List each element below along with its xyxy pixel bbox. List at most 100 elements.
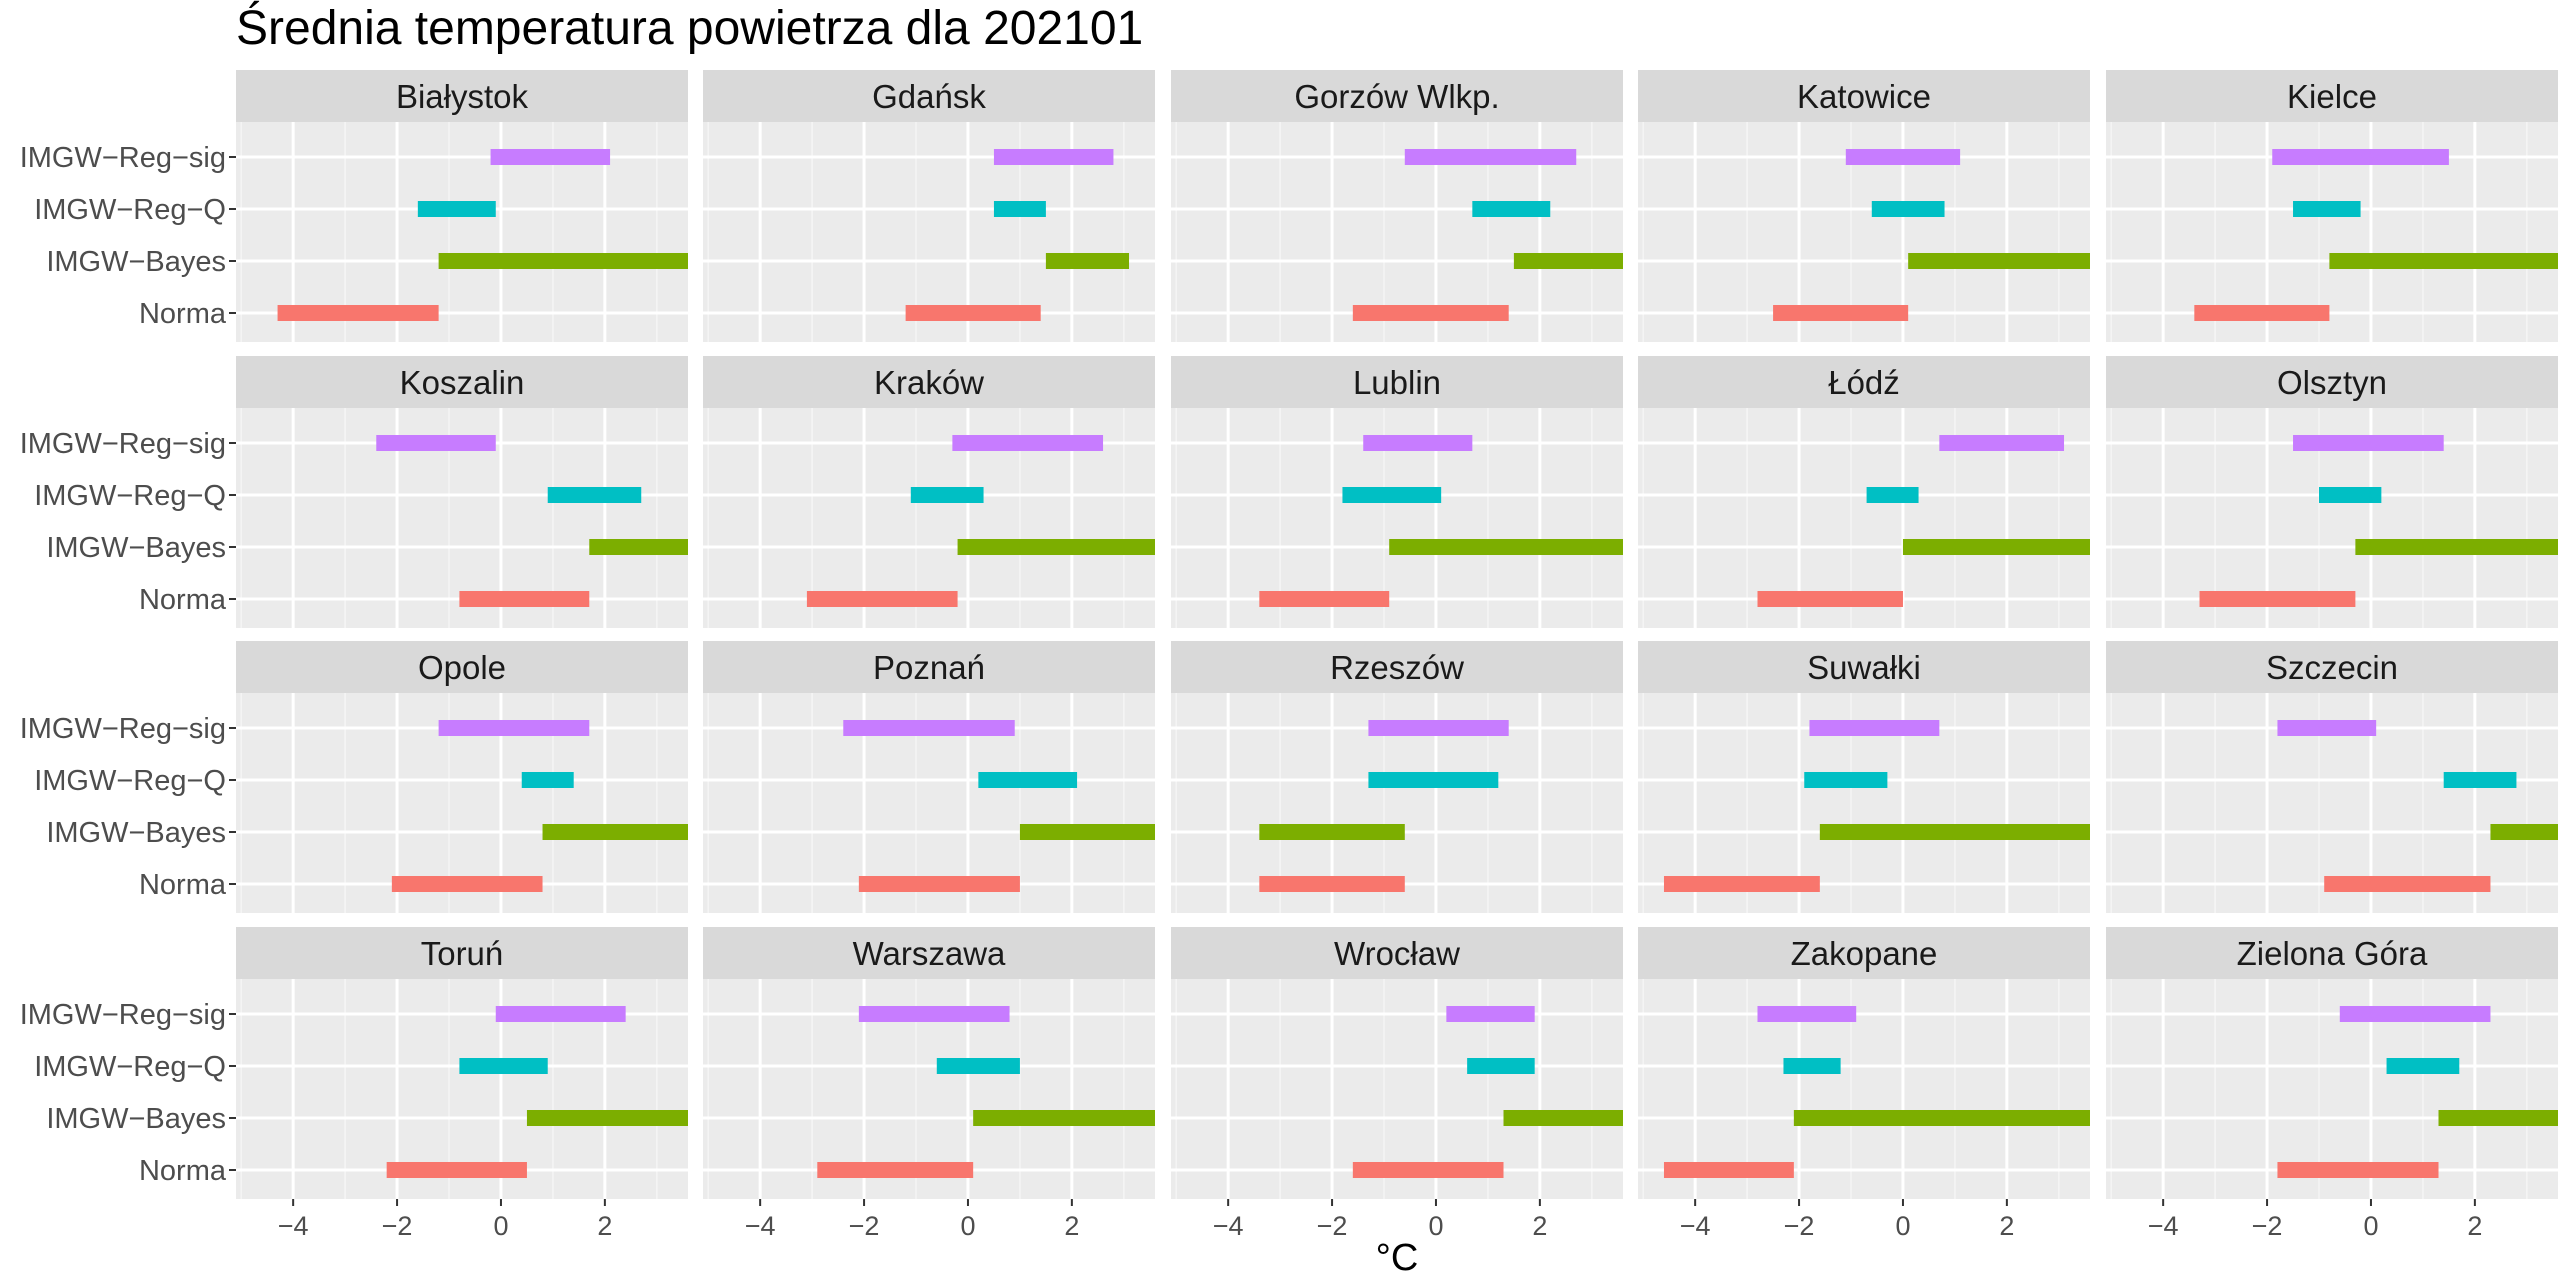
panel-katowice: Katowice	[1638, 70, 2090, 342]
bar-suwalki-imgw-bayes	[1819, 824, 2090, 840]
panel-opole: Opole IMGW−Reg−sig IMGW−Reg−Q IMGW−Bayes Nor…	[20, 641, 688, 913]
strip-zielona-gora	[2106, 927, 2558, 979]
bar-bialystok-imgw-bayes	[438, 253, 688, 269]
panel-gdansk: Gdańsk	[703, 70, 1155, 342]
x-tick-label: −4	[2148, 1211, 2179, 1241]
strip-label-katowice: Katowice	[1797, 78, 1931, 115]
panel-lodz: Łódź	[1638, 356, 2090, 628]
bar-bialystok-imgw-reg-q	[417, 201, 496, 217]
strip-label-kielce: Kielce	[2287, 78, 2377, 115]
bar-katowice-imgw-reg-q	[1871, 201, 1945, 217]
bar-zakopane-imgw-reg-q	[1783, 1058, 1841, 1074]
x-tick-label: −4	[745, 1211, 776, 1241]
x-tick-label: −4	[1680, 1211, 1711, 1241]
bar-gdansk-imgw-bayes	[1045, 253, 1130, 269]
strip-gdansk	[703, 70, 1155, 122]
x-tick-label: −2	[1317, 1211, 1348, 1241]
chart-title: Średnia temperatura powietrza dla 202101	[236, 0, 1143, 55]
panel-zakopane: Zakopane −4 −2 0 2	[1638, 927, 2090, 1241]
x-tick-label: 0	[1428, 1211, 1443, 1241]
bar-zakopane-imgw-bayes	[1793, 1110, 2090, 1126]
bar-olsztyn-imgw-bayes	[2355, 539, 2558, 555]
strip-olsztyn	[2106, 356, 2558, 408]
bar-suwalki-imgw-reg-sig	[1809, 720, 1940, 736]
strip-label-szczecin: Szczecin	[2266, 649, 2398, 686]
bar-zielona-gora-imgw-reg-q	[2386, 1058, 2460, 1074]
strip-label-olsztyn: Olsztyn	[2277, 364, 2387, 401]
bar-lublin-norma	[1259, 591, 1390, 607]
y-tick-label-imgw-bayes: IMGW−Bayes	[46, 246, 226, 278]
bar-rzeszow-imgw-reg-q	[1368, 772, 1499, 788]
x-tick-label: −2	[382, 1211, 413, 1241]
panel-gorzow-wlkp: Gorzów Wlkp.	[1171, 70, 1623, 342]
panel-zielona-gora: Zielona Góra −4 −2 0 2	[2106, 927, 2558, 1241]
y-tick-label-imgw-reg-sig: IMGW−Reg−sig	[20, 999, 226, 1031]
bar-torun-imgw-reg-sig	[495, 1006, 626, 1022]
bar-kielce-imgw-reg-sig	[2272, 149, 2449, 165]
bar-lublin-imgw-reg-sig	[1363, 435, 1473, 451]
strip-label-koszalin: Koszalin	[400, 364, 525, 401]
bar-rzeszow-norma	[1259, 876, 1405, 892]
x-tick-label: 2	[1532, 1211, 1547, 1241]
strip-bialystok	[236, 70, 688, 122]
bar-zielona-gora-imgw-bayes	[2438, 1110, 2558, 1126]
panel-kielce: Kielce	[2106, 70, 2558, 342]
bar-krakow-imgw-reg-q	[910, 487, 984, 503]
bar-lublin-imgw-reg-q	[1342, 487, 1442, 503]
strip-label-wroclaw: Wrocław	[1334, 935, 1460, 972]
strip-label-torun: Toruń	[421, 935, 504, 972]
bar-gdansk-imgw-reg-q	[993, 201, 1046, 217]
bar-bialystok-norma	[277, 305, 439, 321]
bar-opole-norma	[391, 876, 543, 892]
x-axis-label: °C	[1376, 1237, 1419, 1275]
strip-lublin	[1171, 356, 1623, 408]
bar-olsztyn-norma	[2199, 591, 2356, 607]
facet-panels: Białystok IMGW−Reg−sig IMGW−Reg−Q IMGW−Baye…	[20, 70, 2558, 1241]
strip-suwalki	[1638, 641, 2090, 693]
x-tick-label: 0	[493, 1211, 508, 1241]
bar-lodz-imgw-reg-q	[1866, 487, 1919, 503]
bar-opole-imgw-bayes	[542, 824, 688, 840]
bar-lodz-imgw-bayes	[1902, 539, 2090, 555]
bar-koszalin-norma	[459, 591, 590, 607]
x-tick-label: −2	[1784, 1211, 1815, 1241]
strip-rzeszow	[1171, 641, 1623, 693]
strip-katowice	[1638, 70, 2090, 122]
bar-katowice-norma	[1773, 305, 1909, 321]
bar-katowice-imgw-reg-sig	[1845, 149, 1961, 165]
bar-lodz-imgw-reg-sig	[1939, 435, 2065, 451]
bar-wroclaw-imgw-bayes	[1503, 1110, 1623, 1126]
strip-label-poznan: Poznań	[873, 649, 985, 686]
bar-zielona-gora-imgw-reg-sig	[2339, 1006, 2491, 1022]
bar-szczecin-imgw-bayes	[2490, 824, 2558, 840]
panel-szczecin: Szczecin	[2106, 641, 2558, 913]
strip-koszalin	[236, 356, 688, 408]
strip-label-lublin: Lublin	[1353, 364, 1441, 401]
strip-lodz	[1638, 356, 2090, 408]
panel-wroclaw: Wrocław −4 −2 0 2	[1171, 927, 1623, 1241]
strip-label-gdansk: Gdańsk	[872, 78, 986, 115]
bar-szczecin-imgw-reg-q	[2443, 772, 2517, 788]
panel-poznan: Poznań	[703, 641, 1155, 913]
x-tick-label: 0	[1895, 1211, 1910, 1241]
y-tick-label-imgw-reg-sig: IMGW−Reg−sig	[20, 713, 226, 745]
strip-opole	[236, 641, 688, 693]
y-tick-label-imgw-bayes: IMGW−Bayes	[46, 1103, 226, 1135]
panel-krakow: Kraków	[703, 356, 1155, 628]
bar-olsztyn-imgw-reg-q	[2319, 487, 2382, 503]
x-tick-label: −4	[278, 1211, 309, 1241]
panel-olsztyn: Olsztyn	[2106, 356, 2558, 628]
y-tick-label-imgw-reg-sig: IMGW−Reg−sig	[20, 428, 226, 460]
y-tick-label-norma: Norma	[139, 869, 227, 901]
bar-torun-norma	[386, 1162, 527, 1178]
bar-gorzow-wlkp-norma	[1352, 305, 1509, 321]
bar-warszawa-imgw-reg-sig	[858, 1006, 1010, 1022]
bar-krakow-imgw-reg-sig	[952, 435, 1104, 451]
bar-rzeszow-imgw-reg-sig	[1368, 720, 1509, 736]
strip-label-lodz: Łódź	[1828, 364, 1900, 401]
bar-olsztyn-imgw-reg-sig	[2293, 435, 2444, 451]
bar-gorzow-wlkp-imgw-reg-q	[1472, 201, 1551, 217]
strip-label-opole: Opole	[418, 649, 506, 686]
strip-wroclaw	[1171, 927, 1623, 979]
strip-kielce	[2106, 70, 2558, 122]
